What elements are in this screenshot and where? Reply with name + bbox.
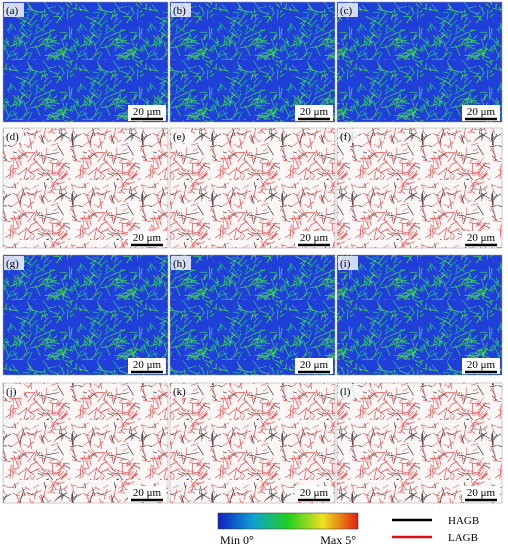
panel-label: (i) — [340, 258, 351, 270]
panel-label: (j) — [6, 386, 17, 398]
panel-label-bg — [338, 3, 358, 17]
panel-image — [336, 127, 503, 249]
scale-bar-bg — [295, 105, 333, 121]
scale-bar-label: 20 μm — [300, 232, 329, 244]
panel-label: (e) — [173, 131, 186, 143]
panel: (c) 20 μm — [336, 1, 503, 123]
panel-image — [2, 254, 169, 376]
panel-label-bg — [338, 256, 358, 270]
panel-image — [2, 1, 169, 123]
scale-bar-bg — [462, 486, 500, 502]
panel-label: (c) — [340, 5, 353, 17]
panel: (g) 20 μm — [2, 254, 169, 376]
panel-image — [169, 254, 336, 376]
scale-bar-label: 20 μm — [467, 232, 496, 244]
scale-bar-label: 20 μm — [300, 106, 329, 118]
panel: (b) 20 μm — [169, 1, 336, 123]
panel-label-bg — [171, 384, 191, 398]
legend-label: HAGB — [448, 515, 479, 527]
panel-image — [2, 127, 169, 249]
panel: (a) 20 μm — [2, 1, 169, 123]
scale-bar-bg — [295, 358, 333, 374]
panel-label: (b) — [173, 5, 186, 17]
panel: (h) 20 μm — [169, 254, 336, 376]
colorbar — [217, 512, 359, 530]
panel-label: (g) — [6, 258, 19, 270]
scale-bar-bg — [128, 486, 166, 502]
panel-label-bg — [4, 384, 24, 398]
colorbar-max-label: Max 5° — [320, 533, 356, 547]
panel-label: (f) — [340, 131, 351, 143]
panel-label-bg — [338, 384, 358, 398]
panel-label-bg — [171, 3, 191, 17]
panel: (l) 20 μm — [336, 382, 503, 504]
scale-bar-bg — [462, 358, 500, 374]
panel-image — [169, 382, 336, 504]
panel-image — [169, 1, 336, 123]
scale-bar-label: 20 μm — [133, 232, 162, 244]
panel-image — [336, 382, 503, 504]
scale-bar-label: 20 μm — [467, 106, 496, 118]
panel-image — [169, 127, 336, 249]
legend-label: LAGB — [448, 532, 478, 544]
panel: (j) 20 μm — [2, 382, 169, 504]
panel-label: (h) — [173, 258, 186, 270]
panel: (k) 20 μm — [169, 382, 336, 504]
panel-label: (a) — [6, 5, 19, 17]
panel-label-bg — [171, 129, 191, 143]
panel-label-bg — [4, 3, 24, 17]
panel: (f) 20 μm — [336, 127, 503, 249]
scale-bar-bg — [462, 231, 500, 247]
panel-label: (l) — [340, 386, 351, 398]
scale-bar-bg — [295, 486, 333, 502]
scale-bar-label: 20 μm — [133, 359, 162, 371]
scale-bar-label: 20 μm — [300, 359, 329, 371]
scale-bar-bg — [295, 231, 333, 247]
panel: (d) 20 μm — [2, 127, 169, 249]
scale-bar-bg — [128, 358, 166, 374]
panel-label: (d) — [6, 131, 19, 143]
panel-image — [2, 382, 169, 504]
panel-label-bg — [338, 129, 358, 143]
panel: (e) 20 μm — [169, 127, 336, 249]
scale-bar-label: 20 μm — [300, 487, 329, 499]
scale-bar-label: 20 μm — [133, 106, 162, 118]
panel-image — [336, 254, 503, 376]
panel-label-bg — [4, 256, 24, 270]
panel-label-bg — [4, 129, 24, 143]
scale-bar-bg — [128, 231, 166, 247]
panel-label: (k) — [173, 386, 186, 398]
panel-image — [336, 1, 503, 123]
scale-bar-bg — [462, 105, 500, 121]
panel-label-bg — [171, 256, 191, 270]
scale-bar-label: 20 μm — [467, 359, 496, 371]
colorbar-min-label: Min 0° — [220, 533, 254, 547]
scale-bar-label: 20 μm — [467, 487, 496, 499]
panel: (i) 20 μm — [336, 254, 503, 376]
scale-bar-bg — [128, 105, 166, 121]
scale-bar-label: 20 μm — [133, 487, 162, 499]
